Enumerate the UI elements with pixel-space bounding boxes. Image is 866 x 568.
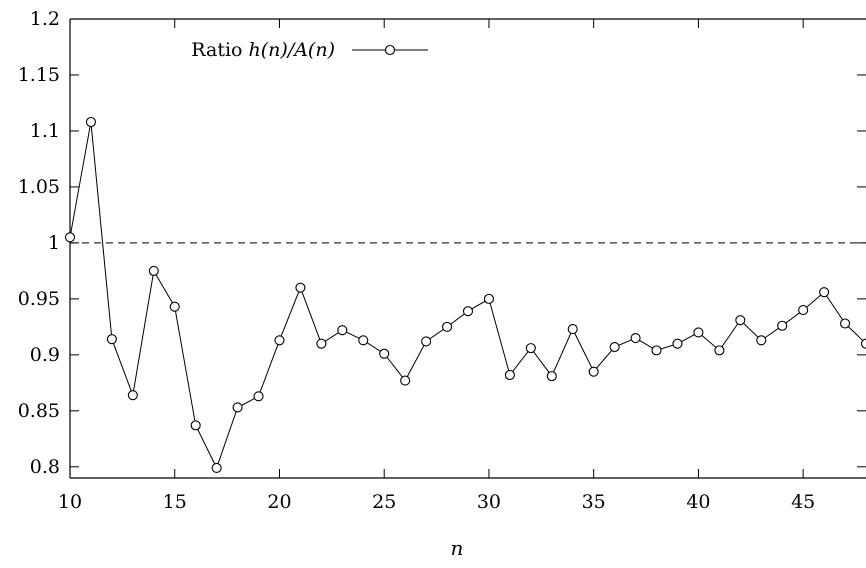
data-point [860, 338, 866, 349]
legend-label: Ratio h(n)/A(n) [191, 39, 335, 61]
data-point [546, 371, 557, 382]
data-point [756, 335, 767, 346]
data-point [274, 335, 285, 346]
data-point [106, 334, 117, 345]
data-point [462, 306, 474, 317]
y-tick-label: 0.8 [30, 456, 60, 478]
y-tick-label: 0.85 [18, 400, 60, 422]
y-tick-label: 0.9 [30, 344, 60, 366]
y-tick-label: 1.2 [30, 8, 60, 30]
legend-marker [384, 44, 396, 56]
data-point [840, 318, 851, 329]
x-tick-label: 35 [582, 491, 606, 513]
data-point [483, 293, 494, 304]
y-tick-label: 1.1 [30, 120, 60, 142]
x-tick-label: 25 [372, 491, 396, 513]
data-point [358, 335, 369, 346]
data-point [672, 338, 683, 349]
data-point [714, 345, 725, 356]
data-point [232, 402, 243, 413]
data-point [190, 420, 201, 431]
data-point [798, 305, 809, 316]
x-axis-label: n [451, 536, 464, 560]
y-axis: 0.8 0.85 0.9 0.95 1 1.05 1.1 1.15 1.2 [18, 8, 866, 478]
y-tick-label: 1 [48, 232, 60, 254]
data-point [567, 324, 578, 335]
data-point [630, 333, 641, 344]
x-tick-label: 40 [686, 491, 710, 513]
legend: Ratio h(n)/A(n) [191, 39, 428, 61]
data-point [316, 338, 327, 349]
data-point [777, 320, 788, 331]
data-point [588, 366, 599, 377]
data-point [85, 116, 96, 128]
x-tick-label: 30 [477, 491, 501, 513]
y-tick-label: 1.15 [18, 64, 60, 86]
data-point [421, 336, 432, 347]
data-point [148, 265, 159, 276]
series-group [64, 116, 866, 473]
data-point [253, 391, 264, 402]
data-point [295, 282, 306, 293]
data-point [735, 315, 746, 326]
data-point [693, 327, 704, 338]
data-point [400, 375, 411, 386]
data-point [127, 390, 138, 401]
series-line [69, 121, 866, 470]
y-tick-label: 1.05 [18, 176, 60, 198]
x-tick-label: 15 [163, 491, 187, 513]
legend-math: h(n)/A(n) [249, 39, 335, 61]
data-point [211, 462, 222, 473]
x-axis: 10 15 20 25 30 35 40 45 [58, 19, 815, 513]
data-point [819, 287, 830, 298]
legend-prefix: Ratio [191, 39, 248, 61]
data-point [525, 343, 536, 354]
data-point [337, 325, 348, 336]
data-point [169, 301, 180, 312]
data-point [64, 232, 76, 243]
x-tick-label: 20 [267, 491, 291, 513]
data-point [442, 321, 453, 332]
data-point [379, 348, 390, 359]
data-point [504, 369, 515, 381]
x-tick-label: 45 [791, 491, 815, 513]
data-point [609, 341, 620, 353]
x-tick-label: 10 [58, 491, 82, 513]
y-tick-label: 0.95 [18, 288, 60, 310]
data-point [651, 345, 662, 356]
plot-frame [69, 18, 866, 479]
